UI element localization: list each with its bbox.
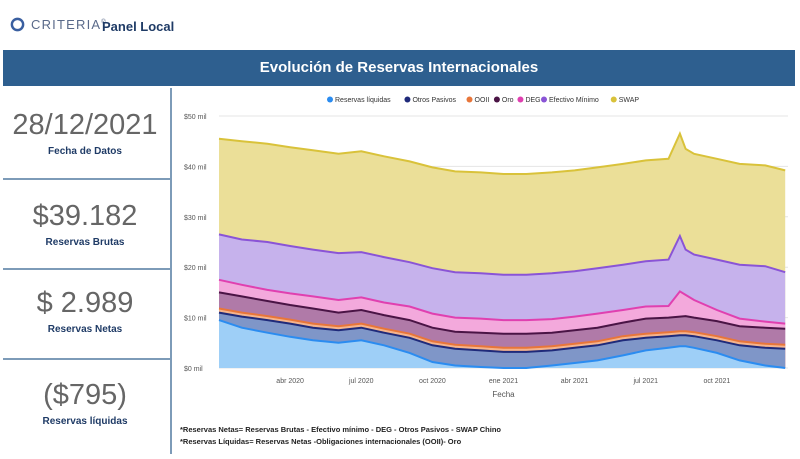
series-line-2 (218, 307, 786, 349)
x-tick-label: jul 2020 (348, 378, 374, 385)
reserves-area-chart: $0 mil $10 mil $20 mil $30 mil $40 mil $50 mi… (184, 96, 788, 399)
kpi-value: 28/12/2021 (12, 109, 158, 141)
panel-title: Panel Local (102, 19, 175, 34)
legend-label: Otros Pasivos (412, 97, 456, 104)
series-line-3 (218, 291, 786, 335)
kpi-divider (3, 358, 170, 360)
kpi-value: ($795) (43, 379, 127, 411)
legend-label: DEG (525, 97, 540, 104)
kpi-label: Reservas líquidas (42, 416, 128, 427)
criteria-logo: CRITERIA® (10, 17, 107, 32)
legend-label: OOII (475, 97, 490, 104)
y-tick-label: $50 mil (184, 114, 207, 121)
kpi-label: Reservas Brutas (45, 237, 125, 248)
y-tick-label: $40 mil (184, 164, 207, 171)
chart-area: $0 mil $10 mil $20 mil $30 mil $40 mil $50 mi… (172, 88, 796, 454)
kpi-divider (3, 268, 170, 270)
y-tick-label: $0 mil (184, 366, 203, 373)
legend-marker (517, 96, 524, 103)
legend-marker (327, 96, 333, 103)
series-line-5 (218, 233, 786, 276)
kpi-reservas-liquidas: ($795) Reservas líquidas (0, 378, 170, 427)
x-tick-label: oct 2021 (703, 378, 730, 385)
legend-label: Reservas líquidas (335, 97, 391, 104)
x-tick-label: oct 2020 (419, 378, 446, 385)
legend-marker (541, 96, 547, 103)
x-tick-label: ene 2021 (489, 378, 518, 385)
x-tick-label: abr 2021 (561, 378, 589, 385)
legend-label: SWAP (619, 97, 640, 104)
kpi-reservas-netas: $ 2.989 Reservas Netas (0, 286, 170, 335)
kpi-reservas-brutas: $39.182 Reservas Brutas (0, 199, 170, 248)
series-line-6 (218, 130, 786, 175)
series-line-0 (218, 319, 786, 369)
logo-text: CRITERIA® (31, 17, 107, 32)
y-tick-label: $20 mil (184, 265, 207, 272)
x-axis-title: Fecha (492, 390, 515, 399)
x-tick-label: jul 2021 (632, 378, 658, 385)
kpi-column: 28/12/2021 Fecha de Datos $39.182 Reserv… (0, 88, 170, 456)
x-tick-label: abr 2020 (276, 378, 304, 385)
legend-marker (493, 96, 500, 103)
column-divider (170, 88, 172, 454)
legend-marker (404, 96, 411, 103)
kpi-label: Reservas Netas (47, 324, 123, 335)
legend-label: Oro (502, 97, 514, 104)
series-line-1 (218, 311, 786, 353)
kpi-fecha: 28/12/2021 Fecha de Datos (0, 108, 170, 157)
y-tick-label: $10 mil (184, 316, 207, 323)
footnote-reservas-netas: *Reservas Netas= Reservas Brutas - Efect… (180, 425, 502, 434)
legend-marker (610, 96, 617, 103)
kpi-divider (3, 178, 170, 180)
kpi-value: $39.182 (32, 200, 138, 232)
legend-marker (466, 96, 473, 103)
kpi-label: Fecha de Datos (48, 146, 122, 157)
chart-banner-title: Evolución de Reservas Internacionales (3, 50, 795, 86)
top-bar: CRITERIA® Panel Local (0, 0, 800, 50)
series-line-4 (218, 278, 786, 325)
logo-ring-icon (10, 17, 25, 32)
y-tick-label: $30 mil (184, 215, 207, 222)
footnote-reservas-liquidas: *Reservas Líquidas= Reservas Netas -Obli… (180, 437, 462, 446)
kpi-value: $ 2.989 (36, 287, 134, 319)
series-area-0 (219, 320, 786, 368)
legend-label: Efectivo Mínimo (549, 97, 599, 104)
